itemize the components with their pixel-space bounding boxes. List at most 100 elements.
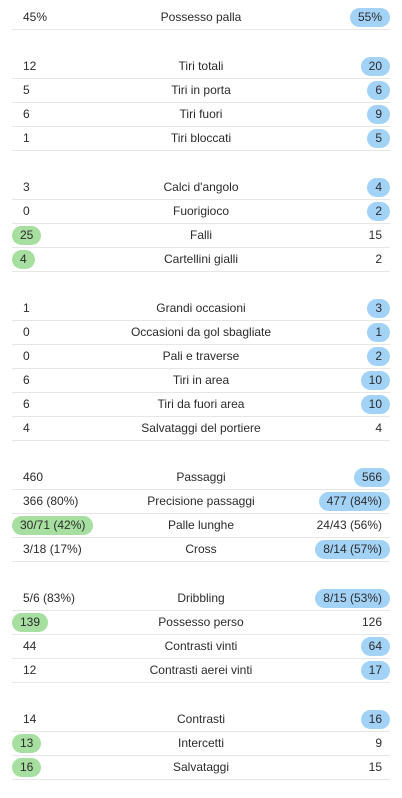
away-value: 9 — [367, 105, 390, 124]
home-value: 5/6 (83%) — [23, 591, 76, 605]
home-value: 366 (80%) — [23, 494, 79, 508]
away-value: 126 — [361, 615, 382, 629]
stat-row: Tiri bloccati 1 5 — [12, 127, 390, 151]
stat-label: Palle lunghe — [167, 518, 235, 532]
home-value: 5 — [23, 83, 30, 97]
away-value: 4 — [367, 178, 390, 197]
away-value: 9 — [375, 736, 382, 750]
stat-row: Salvataggi del portiere 4 4 — [12, 417, 390, 441]
away-value: 1 — [367, 323, 390, 342]
home-value: 12 — [23, 59, 37, 73]
stat-label: Possesso perso — [158, 615, 244, 629]
away-value: 10 — [360, 371, 390, 390]
stat-label: Cross — [185, 542, 217, 556]
home-value: 16 — [12, 758, 42, 777]
stat-label: Intercetti — [177, 736, 225, 750]
home-value: 6 — [23, 107, 30, 121]
stat-label: Tiri fuori — [179, 107, 223, 121]
home-value: 13 — [12, 734, 42, 753]
stat-row: Contrasti vinti 44 64 — [12, 635, 390, 659]
stat-row: Salvataggi 16 15 — [12, 756, 390, 780]
away-value: 64 — [360, 637, 390, 656]
home-value: 0 — [23, 325, 30, 339]
stat-label: Dribbling — [177, 591, 225, 605]
stat-label: Salvataggi — [172, 760, 230, 774]
stat-row: Falli 25 15 — [12, 224, 390, 248]
stat-row: Dribbling 5/6 (83%) 8/15 (53%) — [12, 587, 390, 611]
stat-row: Occasioni da gol sbagliate 0 1 — [12, 321, 390, 345]
stat-row: Contrasti 14 16 — [12, 708, 390, 732]
stat-label: Occasioni da gol sbagliate — [130, 325, 272, 339]
stat-label: Pali e traverse — [162, 349, 240, 363]
home-value: 139 — [12, 613, 49, 632]
stat-row: Tiri in porta 5 6 — [12, 79, 390, 103]
stat-label: Possesso palla — [160, 10, 242, 24]
home-value: 14 — [23, 712, 37, 726]
stat-row: Grandi occasioni 1 3 — [12, 297, 390, 321]
home-value: 25 — [12, 226, 42, 245]
away-value: 16 — [360, 710, 390, 729]
stat-label: Tiri bloccati — [170, 131, 232, 145]
home-value: 30/71 (42%) — [12, 516, 94, 535]
stat-label: Tiri totali — [178, 59, 224, 73]
away-value: 17 — [360, 661, 390, 680]
stat-row: Cartellini gialli 4 2 — [12, 248, 390, 272]
away-value: 2 — [367, 202, 390, 221]
away-value: 15 — [368, 228, 382, 242]
away-value: 8/15 (53%) — [315, 589, 390, 608]
home-value: 0 — [23, 349, 30, 363]
away-value: 6 — [367, 81, 390, 100]
away-value: 24/43 (56%) — [316, 518, 382, 532]
home-value: 45% — [23, 10, 48, 24]
stat-label: Precisione passaggi — [147, 494, 255, 508]
stat-row: Contrasti aerei vinti 12 17 — [12, 659, 390, 683]
stat-label: Contrasti aerei vinti — [149, 663, 253, 677]
away-value: 20 — [360, 57, 390, 76]
stat-label: Fuorigioco — [172, 204, 230, 218]
stat-label: Grandi occasioni — [156, 301, 246, 315]
away-value: 55% — [349, 8, 390, 27]
home-value: 6 — [23, 373, 30, 387]
away-value: 5 — [367, 129, 390, 148]
stat-row: Tiri fuori 6 9 — [12, 103, 390, 127]
stat-row: Palle lunghe 30/71 (42%) 24/43 (56%) — [12, 514, 390, 538]
away-value: 2 — [375, 252, 382, 266]
home-value: 460 — [23, 470, 44, 484]
home-value: 12 — [23, 663, 37, 677]
home-value: 4 — [12, 250, 35, 269]
stat-label: Tiri in area — [172, 373, 230, 387]
stat-row: Pali e traverse 0 2 — [12, 345, 390, 369]
home-value: 3 — [23, 180, 30, 194]
stat-label: Tiri da fuori area — [157, 397, 245, 411]
away-value: 477 (84%) — [318, 492, 390, 511]
stat-label: Cartellini gialli — [163, 252, 239, 266]
home-value: 6 — [23, 397, 30, 411]
away-value: 3 — [367, 299, 390, 318]
stat-row: Fuorigioco 0 2 — [12, 200, 390, 224]
away-value: 10 — [360, 395, 390, 414]
stat-label: Calci d'angolo — [163, 180, 239, 194]
stat-row: Possesso palla 45% 55% — [12, 6, 390, 30]
stat-label: Passaggi — [176, 470, 226, 484]
home-value: 1 — [23, 301, 30, 315]
stat-row: Precisione passaggi 366 (80%) 477 (84%) — [12, 490, 390, 514]
stat-row: Cross 3/18 (17%) 8/14 (57%) — [12, 538, 390, 562]
stat-row: Passaggi 460 566 — [12, 466, 390, 490]
stat-row: Tiri totali 12 20 — [12, 55, 390, 79]
away-value: 2 — [367, 347, 390, 366]
stat-label: Contrasti — [176, 712, 226, 726]
home-value: 4 — [23, 421, 30, 435]
stat-label: Salvataggi del portiere — [141, 421, 261, 435]
away-value: 4 — [375, 421, 382, 435]
away-value: 8/14 (57%) — [315, 540, 390, 559]
stat-row: Tiri in area 6 10 — [12, 369, 390, 393]
home-value: 3/18 (17%) — [23, 542, 82, 556]
home-value: 1 — [23, 131, 30, 145]
stat-label: Contrasti vinti — [164, 639, 238, 653]
home-value: 0 — [23, 204, 30, 218]
stat-label: Falli — [189, 228, 212, 242]
stat-row: Tiri da fuori area 6 10 — [12, 393, 390, 417]
stat-row: Intercetti 13 9 — [12, 732, 390, 756]
home-value: 44 — [23, 639, 37, 653]
